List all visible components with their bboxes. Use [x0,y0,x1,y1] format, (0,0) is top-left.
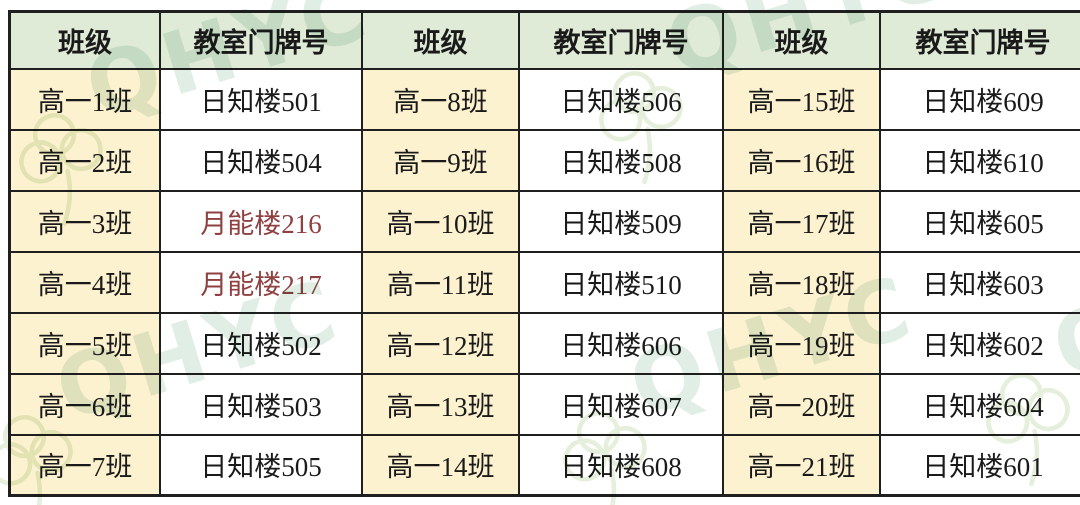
table-header-row: 班级 教室门牌号 班级 教室门牌号 班级 教室门牌号 [8,10,1080,70]
class-cell: 高一10班 [361,189,520,253]
class-cell: 高一17班 [722,189,881,253]
column-header-class: 班级 [8,10,161,70]
room-cell: 日知楼601 [879,433,1080,497]
column-header-room: 教室门牌号 [159,10,363,70]
room-cell: 日知楼504 [159,128,363,192]
class-cell: 高一4班 [8,250,161,314]
class-cell: 高一15班 [722,67,881,131]
room-cell: 月能楼217 [159,250,363,314]
table-row: 高一7班 日知楼505 高一14班 日知楼608 高一21班 日知楼601 [8,433,1080,497]
room-cell: 日知楼602 [879,311,1080,375]
class-cell: 高一18班 [722,250,881,314]
class-cell: 高一2班 [8,128,161,192]
class-cell: 高一14班 [361,433,520,497]
room-cell: 日知楼505 [159,433,363,497]
column-header-class: 班级 [361,10,520,70]
table-row: 高一4班 月能楼217 高一11班 日知楼510 高一18班 日知楼603 [8,250,1080,314]
table-row: 高一1班 日知楼501 高一8班 日知楼506 高一15班 日知楼609 [8,67,1080,131]
class-cell: 高一12班 [361,311,520,375]
class-cell: 高一7班 [8,433,161,497]
room-cell: 日知楼605 [879,189,1080,253]
room-cell: 日知楼510 [518,250,724,314]
class-cell: 高一8班 [361,67,520,131]
room-cell: 日知楼608 [518,433,724,497]
room-cell: 日知楼508 [518,128,724,192]
class-cell: 高一6班 [8,372,161,436]
room-cell: 日知楼603 [879,250,1080,314]
room-cell: 日知楼609 [879,67,1080,131]
room-cell: 日知楼509 [518,189,724,253]
room-cell: 日知楼503 [159,372,363,436]
class-cell: 高一5班 [8,311,161,375]
classroom-table: 班级 教室门牌号 班级 教室门牌号 班级 教室门牌号 高一1班 日知楼501 高一8班 日知楼5… [8,10,1080,497]
class-cell: 高一1班 [8,67,161,131]
room-cell: 日知楼501 [159,67,363,131]
class-cell: 高一16班 [722,128,881,192]
table-row: 高一2班 日知楼504 高一9班 日知楼508 高一16班 日知楼610 [8,128,1080,192]
column-header-room: 教室门牌号 [879,10,1080,70]
class-cell: 高一9班 [361,128,520,192]
class-cell: 高一11班 [361,250,520,314]
room-cell: 日知楼506 [518,67,724,131]
room-cell: 月能楼216 [159,189,363,253]
table-row: 高一3班 月能楼216 高一10班 日知楼509 高一17班 日知楼605 [8,189,1080,253]
table-row: 高一5班 日知楼502 高一12班 日知楼606 高一19班 日知楼602 [8,311,1080,375]
column-header-class: 班级 [722,10,881,70]
room-cell: 日知楼606 [518,311,724,375]
class-cell: 高一21班 [722,433,881,497]
class-cell: 高一20班 [722,372,881,436]
class-cell: 高一19班 [722,311,881,375]
column-header-room: 教室门牌号 [518,10,724,70]
class-cell: 高一3班 [8,189,161,253]
table-row: 高一6班 日知楼503 高一13班 日知楼607 高一20班 日知楼604 [8,372,1080,436]
room-cell: 日知楼610 [879,128,1080,192]
room-cell: 日知楼502 [159,311,363,375]
class-cell: 高一13班 [361,372,520,436]
room-cell: 日知楼604 [879,372,1080,436]
room-cell: 日知楼607 [518,372,724,436]
